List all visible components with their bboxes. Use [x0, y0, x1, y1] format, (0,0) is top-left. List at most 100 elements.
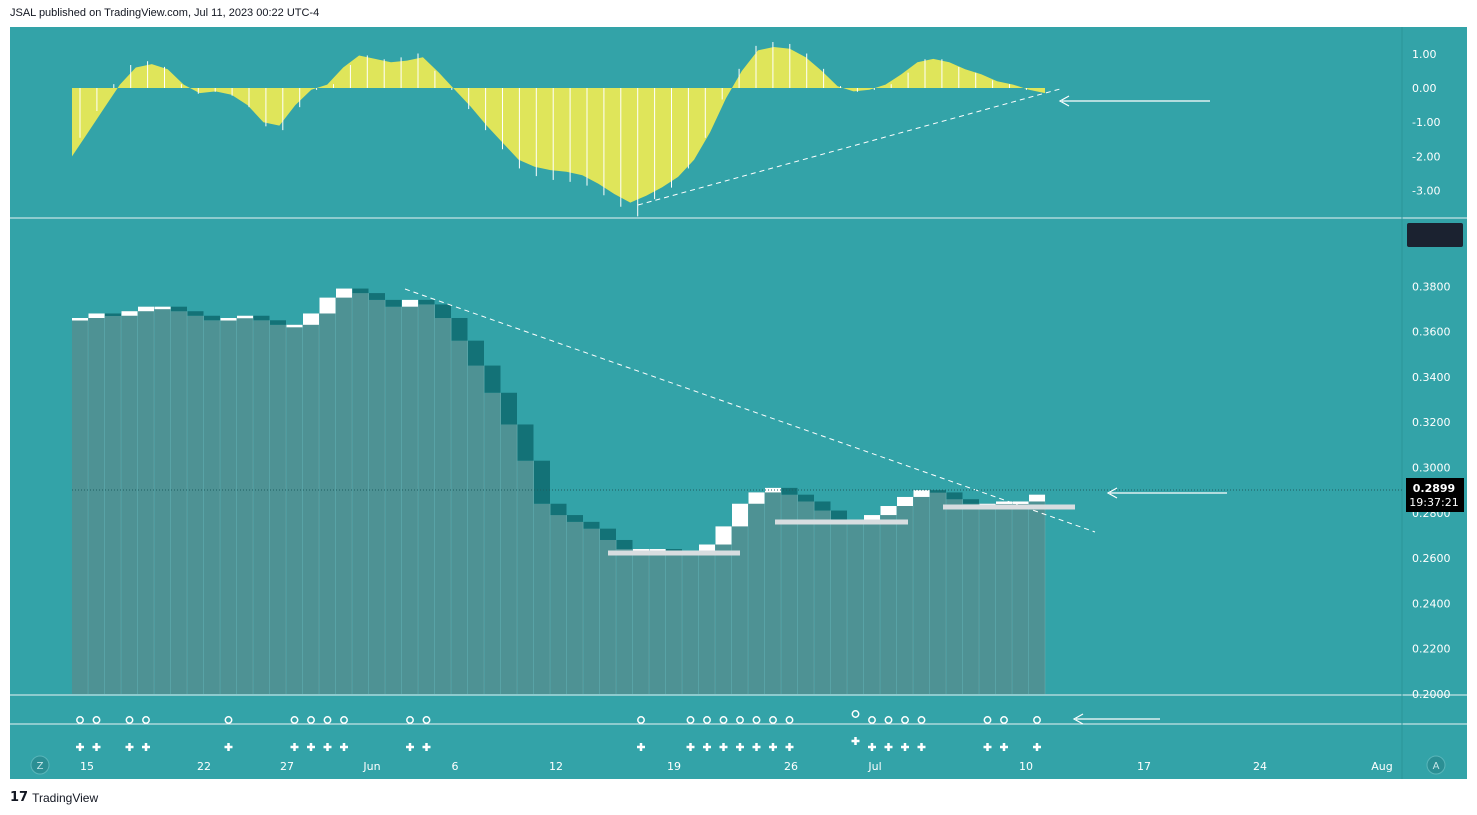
price-column: [699, 544, 715, 694]
symbol-box[interactable]: [1407, 223, 1463, 247]
up-candle: [732, 503, 748, 527]
price-tick-label: 0.2600: [1412, 552, 1451, 565]
time-tick-label: 19: [667, 760, 681, 773]
price-tick-label: 0.3400: [1412, 371, 1451, 384]
price-pane: [72, 288, 1046, 694]
signal-circle: [323, 716, 332, 724]
signal-circle: [686, 716, 695, 724]
chart-frame[interactable]: 1.00 0.00 -1.00 -2.00 -3.00 0.3800 0.3600 0.340…: [10, 27, 1467, 779]
tradingview-logo-icon: 17: [10, 790, 29, 805]
time-tick-label: 24: [1253, 760, 1267, 773]
up-candle: [913, 490, 930, 497]
time-tick-label: 27: [280, 760, 294, 773]
price-column: [88, 313, 105, 694]
price-column: [583, 528, 600, 694]
price-column: [567, 521, 583, 694]
price-column: [418, 304, 435, 694]
down-candle: [451, 318, 468, 341]
price-column: [963, 503, 979, 694]
price-column: [880, 506, 897, 694]
oscillator-tick-label: 0.00: [1412, 82, 1437, 95]
chart-svg[interactable]: 1.00 0.00 -1.00 -2.00 -3.00 0.3800 0.3600 0.340…: [10, 27, 1467, 779]
price-tick-label: 0.2200: [1412, 643, 1451, 656]
down-candle: [567, 515, 583, 522]
price-column: [501, 424, 517, 694]
time-tick-label: 22: [197, 760, 211, 773]
price-column: [814, 510, 831, 694]
price-column: [204, 320, 220, 694]
auto-scale-button[interactable]: [1426, 755, 1446, 775]
price-column: [253, 320, 270, 694]
up-candle: [303, 313, 319, 325]
up-candle: [897, 496, 913, 507]
up-candle: [1029, 494, 1045, 502]
down-candle: [583, 521, 600, 529]
up-candle: [765, 487, 781, 493]
zoom-button[interactable]: [30, 755, 50, 775]
price-column: [369, 299, 385, 694]
down-candle: [105, 313, 121, 316]
signal-circle: [769, 716, 777, 724]
price-column: [847, 524, 864, 694]
price-column: [435, 318, 451, 694]
signal-circle: [868, 716, 876, 724]
price-column: [517, 460, 534, 694]
signal-circle: [637, 716, 645, 724]
signal-circle: [290, 716, 299, 724]
signal-circle: [736, 716, 744, 724]
price-column: [633, 549, 649, 694]
down-candle: [600, 528, 616, 540]
up-candle: [699, 544, 715, 552]
down-candle: [946, 492, 963, 500]
signal-circle: [752, 716, 761, 724]
price-column: [319, 297, 336, 694]
up-candle: [154, 306, 171, 310]
down-candle: [435, 304, 451, 319]
signal-circle: [917, 716, 926, 724]
up-candle: [402, 299, 418, 307]
down-candle: [418, 299, 435, 305]
down-candle: [666, 549, 682, 552]
price-arrow-head: [1106, 487, 1118, 499]
signal-circle: [851, 710, 860, 718]
up-candle: [633, 549, 649, 552]
price-column: [187, 315, 204, 694]
auto-scale-button-label: A: [1433, 761, 1440, 772]
price-column: [649, 549, 666, 694]
price-column: [996, 501, 1012, 694]
down-candle: [187, 311, 204, 316]
signal-circle: [1033, 716, 1041, 724]
time-tick-label: 17: [1137, 760, 1151, 773]
price-column: [154, 306, 171, 694]
time-tick-label: Aug: [1371, 760, 1392, 773]
down-candle: [468, 340, 484, 366]
dots-arrow-head: [1072, 713, 1084, 725]
price-column: [765, 487, 781, 694]
price-tick-label: 0.2000: [1412, 688, 1451, 701]
down-candle: [534, 460, 550, 504]
footer-brand[interactable]: TradingView: [32, 790, 99, 805]
up-candle: [649, 549, 666, 552]
signal-circle: [901, 716, 909, 724]
price-tick-label: 0.3800: [1412, 280, 1451, 293]
price-column: [1012, 501, 1029, 694]
signal-circle: [125, 716, 134, 724]
down-candle: [204, 315, 220, 321]
price-column: [748, 492, 765, 694]
down-candle: [253, 315, 270, 321]
time-tick-label: 10: [1019, 760, 1033, 773]
oscillator-pane: [72, 42, 1045, 217]
price-column: [286, 324, 303, 694]
up-candle: [715, 526, 732, 545]
up-candle: [880, 506, 897, 516]
up-candle: [336, 288, 352, 298]
time-tick-label: 12: [549, 760, 563, 773]
price-column: [270, 324, 286, 694]
up-candle: [138, 306, 154, 312]
up-candle: [72, 318, 88, 321]
signal-circle: [307, 716, 315, 724]
signal-dots-pane: [76, 710, 1041, 751]
price-column: [352, 293, 369, 694]
oscillator-arrow-head: [1058, 95, 1070, 107]
up-candle: [996, 501, 1012, 504]
